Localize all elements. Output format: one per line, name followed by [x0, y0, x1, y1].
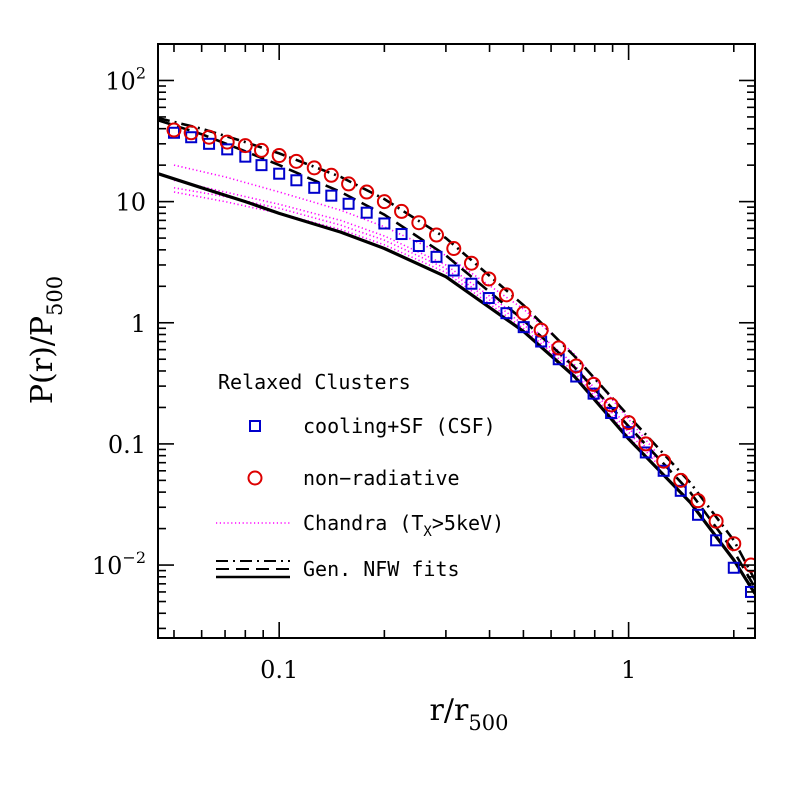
y-tick-label: 1 [131, 310, 146, 338]
data-point-nonrad [253, 142, 269, 158]
data-point-nonrad [376, 194, 392, 210]
data-point-nonrad [656, 453, 672, 469]
legend-marker-csf [249, 420, 261, 432]
legend-title: Relaxed Clusters [218, 370, 411, 394]
data-point-csf [605, 406, 618, 419]
data-point-csf [239, 150, 252, 163]
data-point-nonrad [201, 129, 217, 145]
data-point-csf [674, 484, 687, 497]
data-point-csf [255, 159, 268, 172]
data-point-csf [395, 228, 408, 241]
data-point-nonrad [708, 513, 724, 529]
data-point-csf [692, 508, 705, 521]
data-point-nonrad [429, 227, 445, 243]
series-line-fit_chandra [158, 172, 755, 595]
legend-symbol-fits [216, 560, 290, 579]
y-axis-title: P(r)/P500 [25, 276, 67, 404]
data-point-csf [308, 181, 321, 194]
plot-area [158, 116, 755, 598]
legend-label-chandra: Chandra (TX>5keV) [303, 511, 504, 540]
data-point-nonrad [323, 167, 339, 183]
data-point-csf [378, 217, 391, 230]
data-point-csf [657, 464, 670, 477]
data-point-csf [430, 250, 443, 263]
data-point-csf [465, 277, 478, 290]
axis-ticks [158, 43, 755, 638]
data-point-csf [203, 137, 216, 150]
y-tick-label: 10 [115, 189, 146, 217]
data-point-nonrad [533, 322, 549, 338]
data-point-nonrad [586, 376, 602, 392]
data-point-nonrad [516, 305, 532, 321]
data-point-nonrad [237, 138, 253, 154]
data-point-nonrad [726, 536, 742, 552]
data-point-nonrad [481, 271, 497, 287]
data-point-csf [447, 264, 460, 277]
legend-label-csf: cooling+SF (CSF) [303, 414, 496, 438]
series-line-fit_nonrad [158, 116, 755, 581]
legend-label-nonrad: non−radiative [303, 466, 460, 490]
data-point-nonrad [568, 358, 584, 374]
data-point-nonrad [603, 397, 619, 413]
data-point-nonrad [288, 153, 304, 169]
plot-frame [157, 43, 756, 639]
data-point-csf [744, 585, 755, 598]
legend-marker-nonrad [247, 470, 263, 486]
data-point-nonrad [551, 340, 567, 356]
x-tick-label: 0.1 [260, 656, 298, 684]
data-point-csf [273, 167, 286, 180]
legend-label-fits: Gen. NFW fits [303, 557, 460, 581]
data-point-csf [325, 189, 338, 202]
data-point-nonrad [394, 203, 410, 219]
data-point-csf [639, 446, 652, 459]
legend: Relaxed Clusters cooling+SF (CSF) non−radi… [216, 370, 504, 581]
series-line-chandra_1 [173, 164, 657, 454]
data-point-csf [500, 307, 513, 320]
legend-symbol-nonrad [247, 470, 263, 486]
data-point-nonrad [341, 176, 357, 192]
data-point-csf [727, 561, 740, 574]
data-point-nonrad [166, 122, 182, 138]
data-point-nonrad [463, 255, 479, 271]
data-point-nonrad [183, 125, 199, 141]
data-point-csf [622, 426, 635, 439]
data-point-csf [360, 206, 373, 219]
x-tick-label: 1 [621, 656, 636, 684]
data-point-csf [290, 174, 303, 187]
data-point-csf [710, 534, 723, 547]
data-point-csf [517, 321, 530, 334]
data-point-nonrad [306, 160, 322, 176]
x-axis-title: r/r500 [430, 693, 509, 735]
data-point-nonrad [446, 241, 462, 257]
data-point-nonrad [359, 184, 375, 200]
data-point-csf [342, 197, 355, 210]
data-point-csf [412, 240, 425, 253]
data-point-nonrad [271, 148, 287, 164]
data-point-nonrad [498, 287, 514, 303]
legend-symbol-csf [249, 420, 261, 432]
data-point-nonrad [690, 493, 706, 509]
data-point-nonrad [673, 472, 689, 488]
y-tick-label: 0.1 [108, 431, 146, 459]
series-line-chandra_3 [173, 187, 657, 464]
data-point-nonrad [638, 436, 654, 452]
tick-labels: 0.1 1 10−2 0.1 1 10 102 [92, 63, 636, 684]
data-point-nonrad [621, 415, 637, 431]
data-point-csf [587, 387, 600, 400]
data-point-nonrad [411, 215, 427, 231]
data-point-csf [482, 292, 495, 305]
series-line-chandra_4 [173, 191, 657, 468]
y-tick-label: 10−2 [92, 548, 146, 580]
data-point-csf [221, 143, 234, 156]
data-point-nonrad [219, 134, 235, 150]
y-tick-label: 102 [105, 63, 146, 95]
